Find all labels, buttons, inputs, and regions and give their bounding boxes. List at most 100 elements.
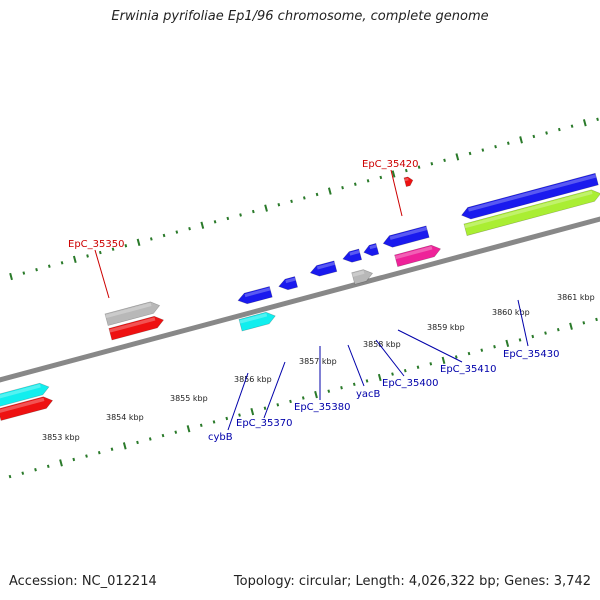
gene-arrow-cybB[interactable] — [238, 310, 277, 332]
callout-line-cybB — [227, 372, 249, 431]
scale-tick — [250, 408, 255, 416]
scale-tick — [545, 131, 548, 135]
gene-arrow-blue-5[interactable] — [362, 243, 380, 257]
scale-tick — [72, 255, 77, 264]
scale-tick — [314, 390, 318, 399]
genome-title: Erwinia pyrifoliae Ep1/96 chromosome, co… — [111, 9, 489, 24]
scale-tick — [582, 119, 587, 127]
gene-label-yacB[interactable]: yacB — [356, 389, 381, 400]
scale-tick — [200, 221, 205, 229]
scale-tick — [226, 216, 230, 221]
scale-tick — [72, 457, 76, 462]
scale-tick — [467, 351, 471, 356]
scale-tick — [315, 192, 319, 197]
tick-label-3856: 3856 kbp — [234, 375, 272, 384]
gene-arrow-EpC_35350-gray[interactable] — [104, 300, 161, 326]
tick-label-3861: 3861 kbp — [557, 293, 595, 302]
scale-tick — [59, 459, 63, 467]
gene-label-EpC_35430[interactable]: EpC_35430 — [503, 349, 559, 360]
scale-tick — [85, 454, 88, 458]
scale-tick — [417, 165, 421, 169]
scale-tick — [379, 175, 383, 180]
scale-tick — [493, 345, 496, 349]
gene-arrow-highlight — [0, 397, 45, 414]
callout-line-EpC_35420 — [390, 169, 403, 217]
scale-tick — [263, 406, 267, 410]
gene-arrow-EpC_35430[interactable] — [460, 172, 599, 221]
gene-arrow-blue-3[interactable] — [309, 260, 338, 278]
scale-tick — [403, 368, 407, 373]
gene-arrow-EpC_35400[interactable] — [394, 243, 443, 267]
scale-tick — [454, 355, 458, 359]
scale-tick — [416, 365, 420, 369]
gene-arrow-highlight — [369, 244, 377, 250]
scale-tick — [162, 233, 166, 238]
gene-arrow-blue-4[interactable] — [341, 248, 363, 264]
gene-arrow-lime[interactable] — [463, 188, 600, 236]
gene-arrow-highlight — [244, 287, 271, 298]
gene-arrow-highlight — [464, 190, 593, 229]
scale-tick — [518, 338, 522, 342]
gene-arrow-blue-6[interactable] — [382, 225, 430, 249]
scale-tick — [97, 450, 101, 455]
scale-tick — [161, 433, 165, 438]
callout-line-yacB — [347, 344, 365, 387]
gene-arrow-highlight — [316, 261, 336, 270]
scale-tick — [213, 220, 217, 224]
scale-tick — [35, 267, 38, 272]
scale-tick — [341, 185, 344, 190]
scale-tick — [505, 339, 510, 347]
scale-tick — [149, 237, 153, 241]
upper-scale-ticks — [9, 117, 599, 281]
scale-tick — [289, 399, 292, 404]
scale-tick — [353, 182, 357, 186]
scale-tick — [148, 437, 152, 441]
gene-arrow-blue-2[interactable] — [277, 276, 298, 292]
gene-label-EpC_35400[interactable]: EpC_35400 — [382, 378, 438, 389]
scale-tick — [340, 386, 343, 390]
scale-tick — [352, 382, 356, 387]
chromosome-axis — [0, 203, 600, 390]
tick-label-3860: 3860 kbp — [492, 308, 530, 317]
scale-tick — [506, 141, 510, 145]
scale-tick — [455, 153, 460, 161]
scale-tick — [86, 254, 89, 258]
scale-tick — [494, 144, 497, 149]
gene-label-EpC_35380[interactable]: EpC_35380 — [294, 402, 350, 413]
scale-tick — [46, 464, 50, 469]
callout-line-EpC_35400 — [375, 339, 405, 377]
gene-label-cybB[interactable]: cybB — [208, 432, 233, 443]
scale-tick — [556, 327, 560, 332]
scale-tick — [174, 430, 178, 434]
scale-tick — [582, 321, 586, 325]
scale-tick — [124, 244, 128, 248]
callout-line-EpC_35350 — [94, 249, 110, 299]
scale-tick — [238, 413, 241, 417]
lower-scale-ticks — [8, 317, 598, 479]
rotated-track — [0, 117, 600, 479]
gene-arrow-yacB[interactable] — [351, 268, 374, 285]
gene-arrow-EpC_35350-red[interactable] — [108, 314, 165, 341]
scale-tick — [404, 168, 408, 173]
scale-tick — [519, 136, 523, 144]
scale-tick — [441, 356, 446, 365]
genome-summary: Topology: circular; Length: 4,026,322 bp… — [233, 574, 591, 589]
gene-arrow-blue-1[interactable] — [237, 286, 273, 305]
callout-line-EpC_35370 — [263, 361, 286, 419]
gene-arrow-EpC_35420[interactable] — [403, 176, 414, 187]
scale-tick — [225, 416, 229, 421]
reverse-gene-callouts: cybB EpC_35370 EpC_35380 yacB EpC_35400 … — [208, 299, 559, 443]
gene-arrow-cyan-left[interactable] — [0, 381, 51, 408]
gene-arrow-highlight — [394, 246, 433, 260]
gene-arrow-highlight — [285, 277, 296, 284]
gene-label-EpC_35370[interactable]: EpC_35370 — [236, 418, 292, 429]
gene-label-EpC_35420[interactable]: EpC_35420 — [362, 159, 418, 170]
scale-tick — [570, 124, 574, 128]
gene-label-EpC_35350[interactable]: EpC_35350 — [68, 239, 124, 250]
callout-line-EpC_35410 — [397, 329, 463, 363]
gene-arrow-red-left[interactable] — [0, 395, 54, 421]
scale-tick — [596, 117, 599, 122]
scale-tick — [98, 250, 102, 255]
scale-tick — [468, 151, 472, 156]
gene-label-EpC_35410[interactable]: EpC_35410 — [440, 364, 496, 375]
